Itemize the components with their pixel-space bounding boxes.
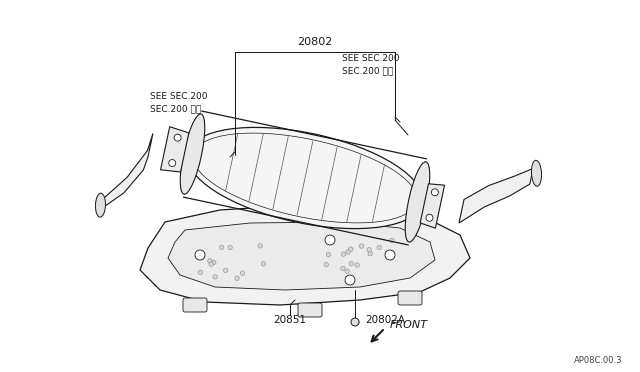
Text: 20851: 20851 <box>273 315 307 325</box>
Circle shape <box>324 262 328 267</box>
Polygon shape <box>140 205 470 305</box>
Text: 20802A: 20802A <box>365 315 405 325</box>
Circle shape <box>368 251 372 256</box>
Circle shape <box>261 262 266 266</box>
Circle shape <box>351 318 359 326</box>
FancyBboxPatch shape <box>298 303 322 317</box>
Circle shape <box>340 266 345 271</box>
FancyBboxPatch shape <box>398 291 422 305</box>
Circle shape <box>349 247 353 251</box>
Circle shape <box>235 276 239 280</box>
Circle shape <box>228 245 232 250</box>
Circle shape <box>174 134 181 141</box>
Circle shape <box>390 238 394 243</box>
Polygon shape <box>168 222 435 290</box>
FancyBboxPatch shape <box>183 298 207 312</box>
Circle shape <box>326 253 331 257</box>
Text: 20802: 20802 <box>298 37 333 47</box>
Ellipse shape <box>531 160 541 186</box>
Circle shape <box>223 268 228 273</box>
Text: SEE SEC.200
SEC.200 参照: SEE SEC.200 SEC.200 参照 <box>150 92 207 114</box>
Text: FRONT: FRONT <box>390 320 428 330</box>
Ellipse shape <box>405 162 429 242</box>
Circle shape <box>377 246 381 250</box>
Polygon shape <box>459 169 533 223</box>
Circle shape <box>213 275 218 279</box>
Circle shape <box>345 275 355 285</box>
Ellipse shape <box>180 114 205 194</box>
Polygon shape <box>99 134 153 210</box>
Circle shape <box>220 245 224 250</box>
Circle shape <box>359 244 364 248</box>
Circle shape <box>345 269 349 273</box>
Circle shape <box>346 250 350 254</box>
Ellipse shape <box>95 193 106 217</box>
Ellipse shape <box>188 127 423 229</box>
Circle shape <box>426 214 433 221</box>
Circle shape <box>209 262 213 266</box>
Circle shape <box>212 260 216 265</box>
Text: SEE SEC.200
SEC.200 参照: SEE SEC.200 SEC.200 参照 <box>342 54 399 76</box>
Circle shape <box>258 244 262 248</box>
Polygon shape <box>420 184 445 228</box>
Circle shape <box>198 270 202 275</box>
Circle shape <box>385 250 395 260</box>
Circle shape <box>208 259 212 263</box>
Circle shape <box>169 160 176 167</box>
Circle shape <box>349 262 353 266</box>
Circle shape <box>241 271 244 275</box>
Circle shape <box>367 248 371 252</box>
Circle shape <box>431 189 438 196</box>
Text: AP08C.00.3: AP08C.00.3 <box>573 356 622 365</box>
Circle shape <box>355 263 359 267</box>
Circle shape <box>195 250 205 260</box>
Polygon shape <box>161 127 189 172</box>
Circle shape <box>341 252 346 256</box>
Circle shape <box>325 235 335 245</box>
